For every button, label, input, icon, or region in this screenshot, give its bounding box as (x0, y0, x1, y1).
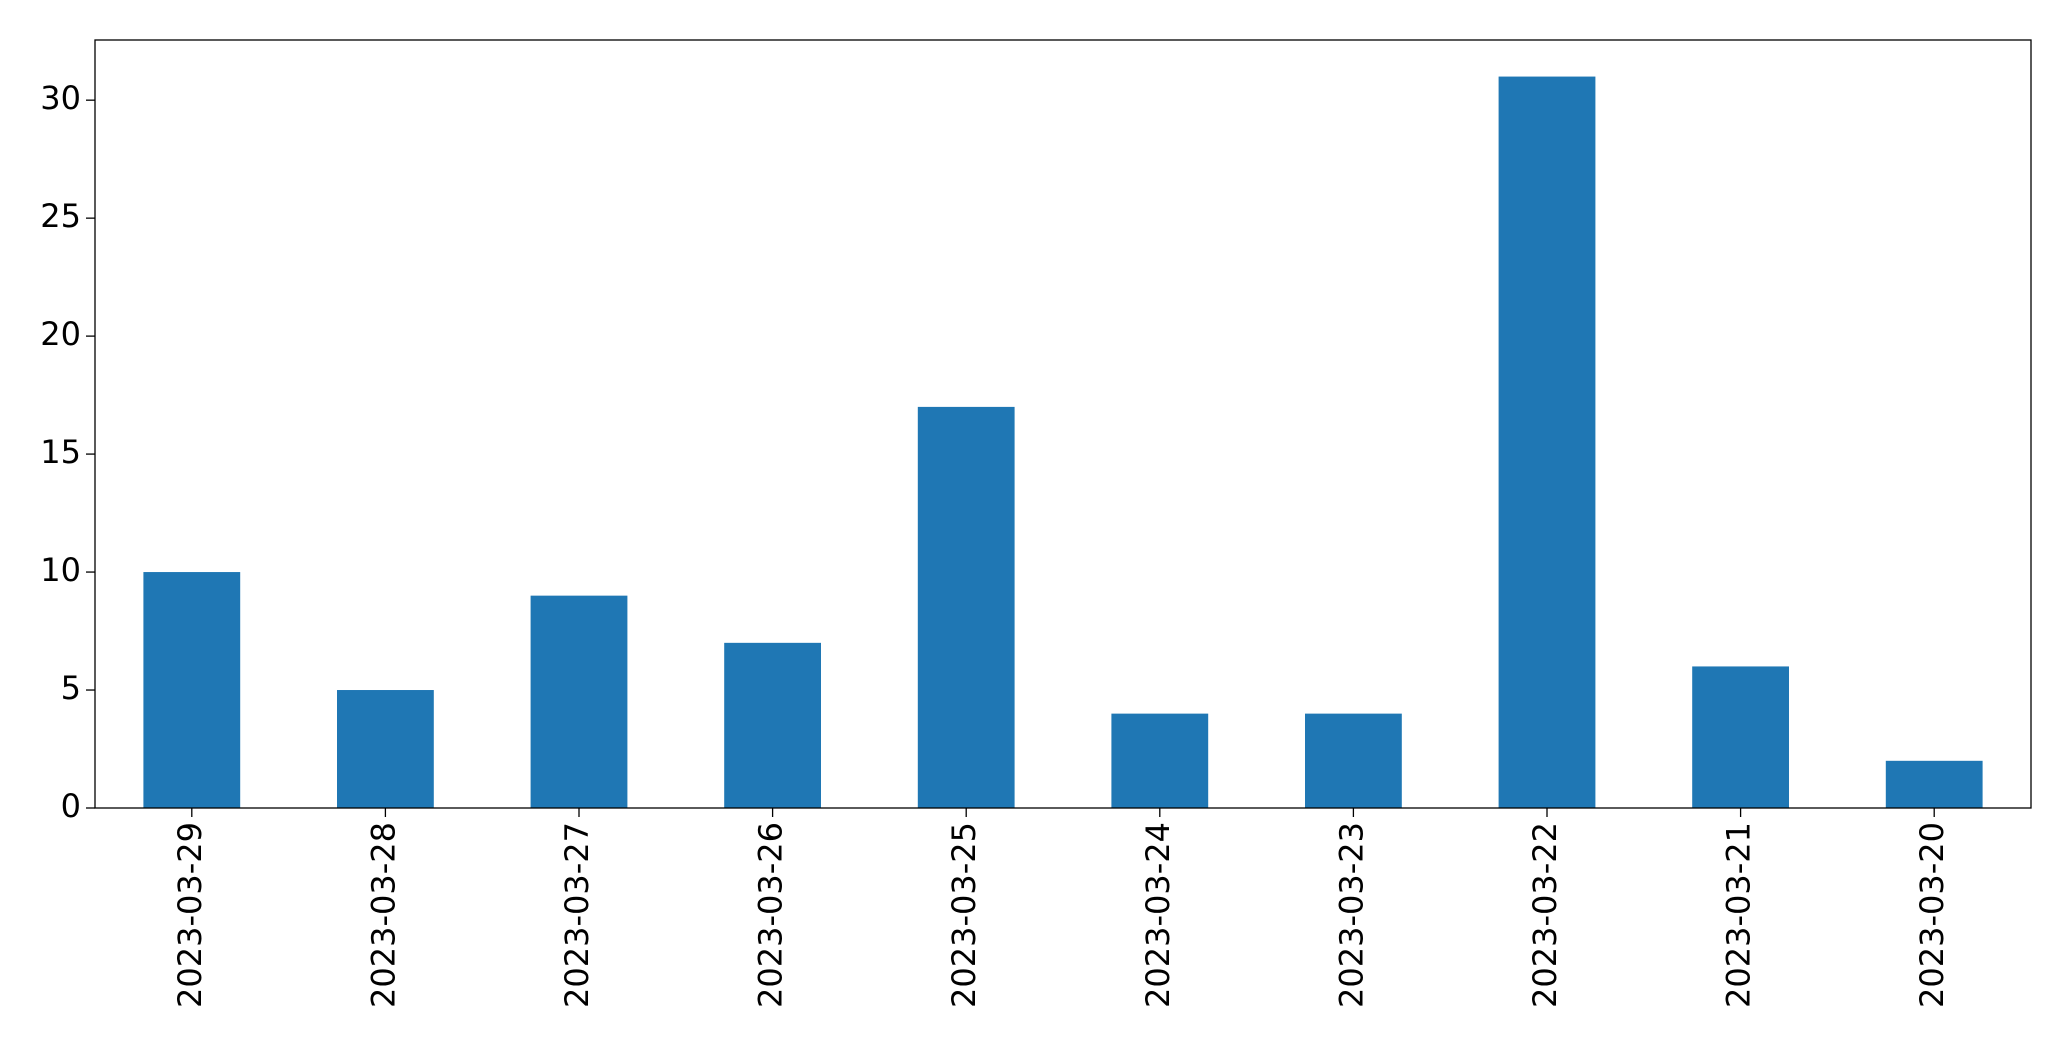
bar (1111, 713, 1209, 808)
x-tick-label: 2023-03-20 (1913, 822, 1951, 1008)
y-tick-label: 10 (40, 551, 81, 589)
bar (143, 572, 241, 808)
bar (530, 595, 628, 808)
y-tick-label: 20 (40, 315, 81, 353)
y-tick-label: 0 (61, 787, 81, 825)
bar (917, 406, 1015, 808)
x-tick-label: 2023-03-28 (364, 822, 402, 1008)
bar (1305, 713, 1402, 808)
x-tick-label: 2023-03-23 (1332, 822, 1370, 1008)
x-tick-label: 2023-03-27 (558, 822, 596, 1008)
x-tick-label: 2023-03-29 (171, 822, 209, 1008)
y-tick-label: 30 (40, 79, 81, 117)
bar (337, 690, 434, 808)
bar (1692, 666, 1789, 808)
bar (1498, 76, 1596, 809)
x-tick-label: 2023-03-21 (1720, 822, 1758, 1008)
y-tick-label: 5 (61, 669, 81, 707)
bar (724, 642, 821, 808)
y-tick-label: 25 (40, 197, 81, 235)
x-tick-label: 2023-03-22 (1526, 822, 1564, 1008)
x-tick-label: 2023-03-25 (945, 822, 983, 1008)
y-tick-label: 15 (40, 433, 81, 471)
x-tick-label: 2023-03-24 (1139, 822, 1177, 1008)
bar (1885, 760, 1983, 808)
x-tick-label: 2023-03-26 (752, 822, 790, 1008)
plot-frame (94, 39, 2032, 809)
